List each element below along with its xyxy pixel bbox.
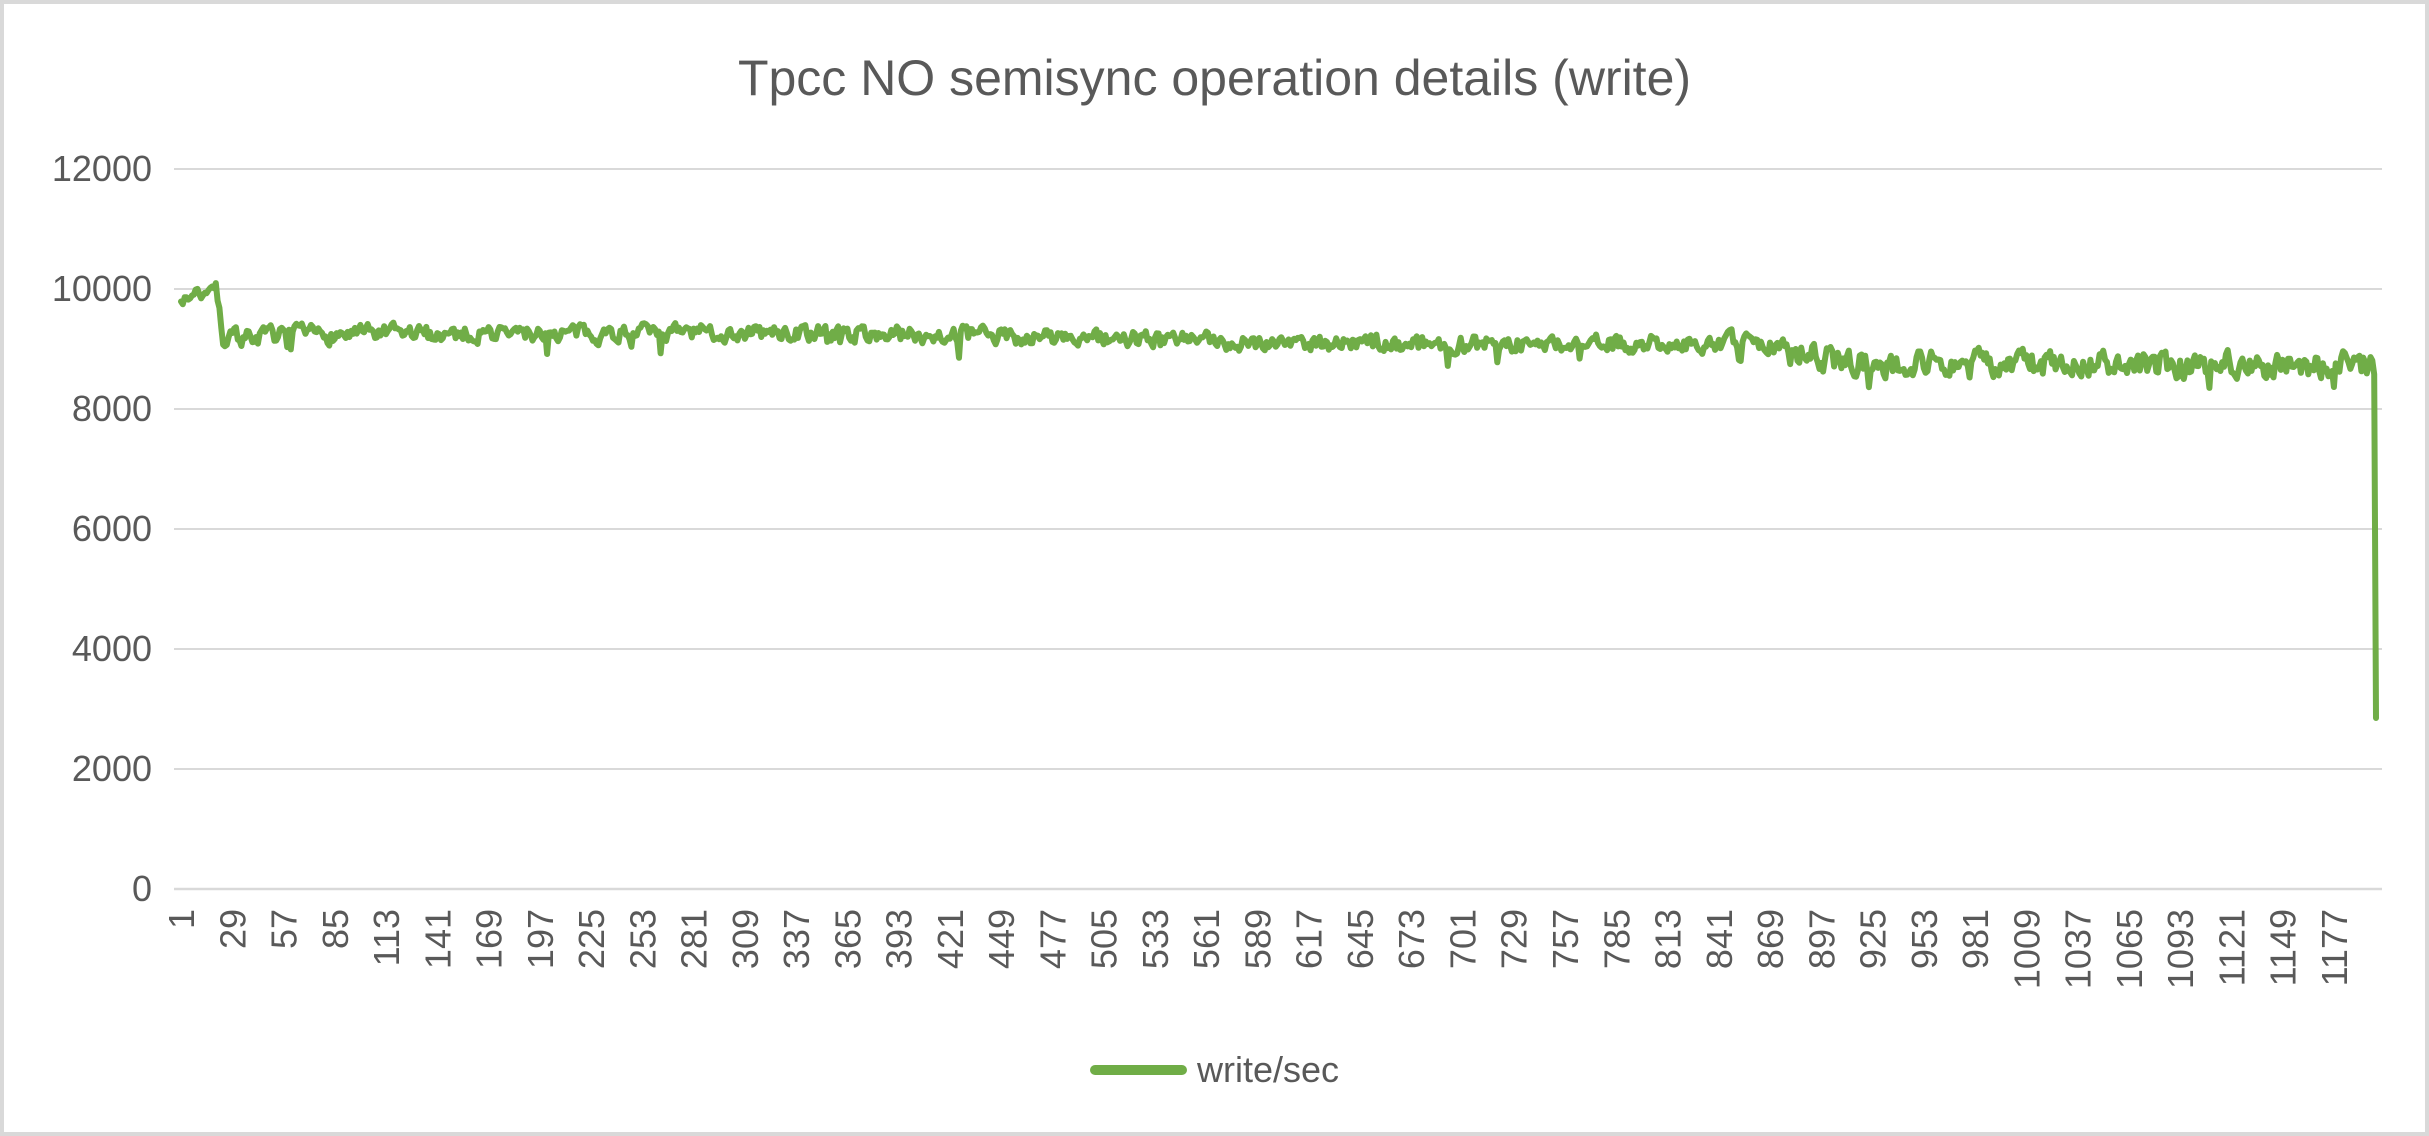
- x-axis-tick-label: 197: [520, 909, 561, 969]
- x-axis-tick-label: 785: [1596, 909, 1637, 969]
- y-axis-tick-label: 4000: [71, 628, 152, 669]
- x-axis-tick-label: 85: [315, 909, 356, 949]
- x-axis-tick-label: 57: [264, 909, 305, 949]
- y-axis-tick-label: 12000: [51, 148, 152, 189]
- x-axis-tick-label: 1: [161, 909, 202, 929]
- x-axis-tick-label: 841: [1699, 909, 1740, 969]
- x-axis-tick-label: 1009: [2006, 909, 2047, 989]
- x-axis-tick-label: 729: [1494, 909, 1535, 969]
- x-axis-tick-label: 981: [1955, 909, 1996, 969]
- x-axis-tick-label: 477: [1032, 909, 1073, 969]
- x-axis-tick-label: 533: [1135, 909, 1176, 969]
- x-axis-tick-label: 281: [674, 909, 715, 969]
- x-axis-tick-label: 1177: [2314, 909, 2355, 986]
- y-axis-tick-label: 2000: [71, 748, 152, 789]
- x-axis-tick-label: 393: [879, 909, 920, 969]
- x-axis-tick-label: 309: [725, 909, 766, 969]
- x-axis-tick-label: 169: [469, 909, 510, 969]
- x-axis-tick-label: 113: [366, 909, 407, 966]
- legend-line-marker: [1089, 1065, 1187, 1075]
- x-axis-tick-label: 505: [1084, 909, 1125, 969]
- x-axis-tick-label: 225: [571, 909, 612, 969]
- x-axis-tick-label: 449: [981, 909, 1022, 969]
- x-axis-tick-label: 1037: [2058, 909, 2099, 989]
- legend: write/sec: [4, 1048, 2425, 1092]
- series-line-write-sec: [178, 280, 2379, 721]
- x-axis-tick-label: 953: [1904, 909, 1945, 969]
- x-axis-tick-label: 1065: [2109, 909, 2150, 989]
- chart-title: Tpcc NO semisync operation details (writ…: [737, 50, 1692, 106]
- y-axis-tick-label: 10000: [51, 268, 152, 309]
- y-axis-tick-label: 0: [131, 868, 152, 909]
- x-axis-tick-label: 421: [930, 909, 971, 969]
- x-axis-tick-label: 617: [1289, 909, 1330, 969]
- x-axis-tick-label: 1121: [2211, 909, 2252, 986]
- x-axis-tick-label: 337: [776, 909, 817, 969]
- x-axis-tick-label: 869: [1750, 909, 1791, 969]
- x-axis-tick-label: 365: [827, 909, 868, 969]
- x-axis-tick-label: 701: [1442, 909, 1483, 969]
- x-axis-tick-label: 673: [1391, 909, 1432, 969]
- x-axis-tick-label: 253: [622, 909, 663, 969]
- x-axis-tick-label: 589: [1237, 909, 1278, 969]
- x-axis-tick-label: 1149: [2263, 909, 2304, 986]
- x-axis-tick-label: 925: [1853, 909, 1894, 969]
- x-axis-tick-label: 1093: [2160, 909, 2201, 989]
- x-axis-tick-label: 29: [212, 909, 253, 949]
- y-axis-tick-label: 6000: [71, 508, 152, 549]
- y-axis-tick-label: 8000: [71, 388, 152, 429]
- plot-area: 1 29 57 85 113 141 169 197 225 253 281 309 337 365 393…: [161, 168, 2382, 989]
- x-axis-tick-label: 561: [1186, 909, 1227, 969]
- x-axis-tick-label: 141: [417, 909, 458, 969]
- x-axis-tick-label: 757: [1545, 909, 1586, 969]
- x-axis-tick-label: 645: [1340, 909, 1381, 969]
- x-axis-tick-label: 897: [1801, 909, 1842, 969]
- legend-series-label: write/sec: [1196, 1049, 1340, 1090]
- x-axis-tick-label: 813: [1648, 909, 1689, 969]
